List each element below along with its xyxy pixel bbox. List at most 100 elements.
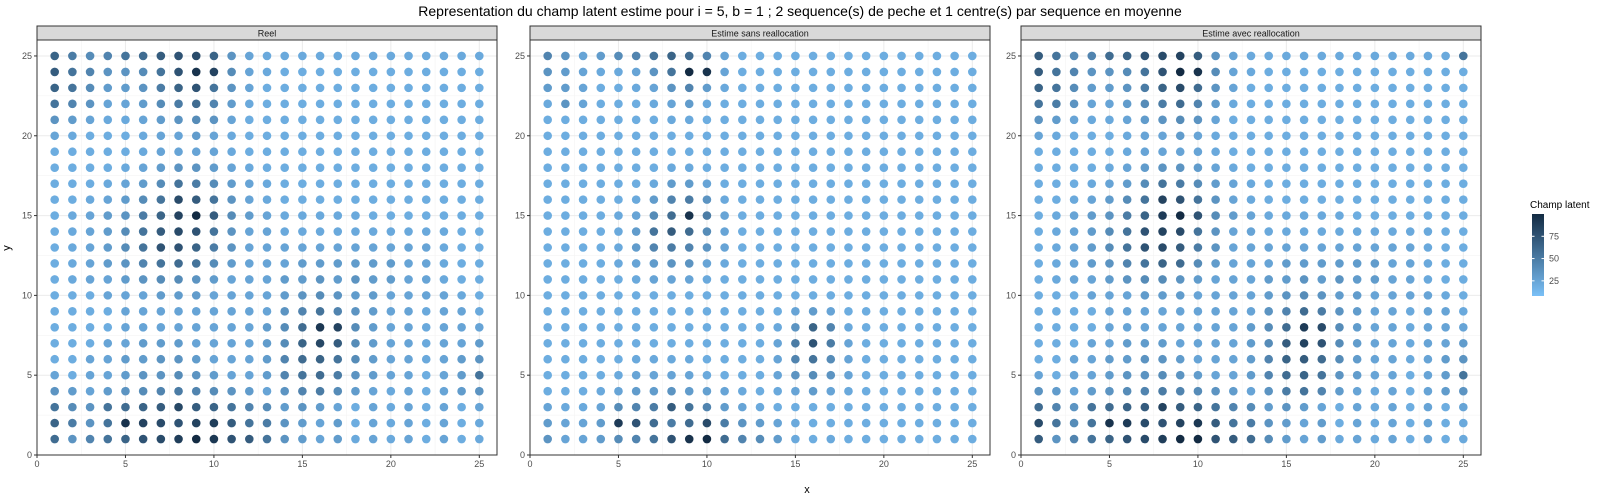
data-point [1405,67,1415,77]
data-point [68,354,77,364]
data-point [191,402,201,412]
data-point [475,386,484,396]
data-point [1052,307,1061,316]
data-point [543,83,552,93]
data-point [121,243,130,252]
data-point [1423,147,1433,157]
data-point [315,402,325,412]
data-point [1034,386,1043,396]
data-point [386,386,396,396]
data-point [298,115,307,125]
data-point [457,51,466,61]
data-point [861,275,871,284]
data-point [1052,243,1061,252]
data-point [631,307,641,316]
data-point [1034,227,1043,236]
data-point [262,259,272,268]
data-point [421,227,431,236]
data-point [439,418,449,428]
data-point [914,163,924,172]
data-point [1335,259,1344,268]
data-point [684,67,694,77]
data-point [1352,51,1362,61]
y-tick-label: 5 [27,370,32,380]
data-point [85,195,95,204]
data-point [1317,418,1327,428]
data-point [720,354,729,364]
data-point [439,211,449,220]
data-point [561,370,570,380]
data-point [1087,115,1097,125]
data-point [103,259,113,268]
data-point [280,131,289,141]
data-point [85,227,95,236]
data-point [844,67,853,77]
data-point [1335,163,1344,172]
data-point [844,338,853,348]
data-point [103,147,113,157]
data-point [684,370,694,380]
data-point [368,307,378,316]
data-point [1087,259,1097,268]
data-point [1317,131,1327,141]
data-point [861,338,871,348]
data-point [543,418,552,428]
data-point [738,323,747,332]
data-point [614,307,623,316]
data-point [1246,275,1256,284]
data-point [475,179,484,188]
data-point [1158,51,1167,61]
data-point [720,51,729,61]
data-point [631,370,641,380]
data-point [209,51,219,61]
data-point [156,179,166,188]
data-point [914,354,924,364]
data-point [1087,99,1097,109]
data-point [578,147,588,157]
data-point [209,195,219,204]
data-point [174,163,183,172]
data-point [861,83,871,93]
data-point [667,291,676,300]
data-point [561,243,570,252]
data-point [738,402,747,412]
data-point [1087,227,1097,236]
data-point [1423,259,1433,268]
data-point [1264,99,1273,109]
data-point [702,227,712,236]
data-point [879,434,889,444]
data-point [968,323,977,332]
data-point [1441,179,1450,188]
data-point [1140,370,1150,380]
data-point [1423,51,1433,61]
data-point [457,243,466,252]
data-point [245,259,254,268]
data-point [879,354,889,364]
data-point [298,434,307,444]
data-point [351,259,360,268]
data-point [826,163,836,172]
data-point [262,227,272,236]
data-point [932,275,942,284]
data-point [351,434,360,444]
data-point [738,227,747,236]
data-point [897,115,906,125]
data-point [1299,163,1309,172]
data-point [333,434,343,444]
data-point [1264,243,1273,252]
data-point [1335,211,1344,220]
data-point [897,179,906,188]
data-point [1317,243,1327,252]
data-point [1370,131,1380,141]
data-point [475,291,484,300]
data-point [315,418,325,428]
data-point [1299,179,1309,188]
data-point [315,83,325,93]
data-point [1193,243,1203,252]
data-point [561,115,570,125]
data-point [773,243,782,252]
data-point [1405,147,1415,157]
data-point [738,147,747,157]
data-point [1087,131,1097,141]
data-point [351,51,360,61]
